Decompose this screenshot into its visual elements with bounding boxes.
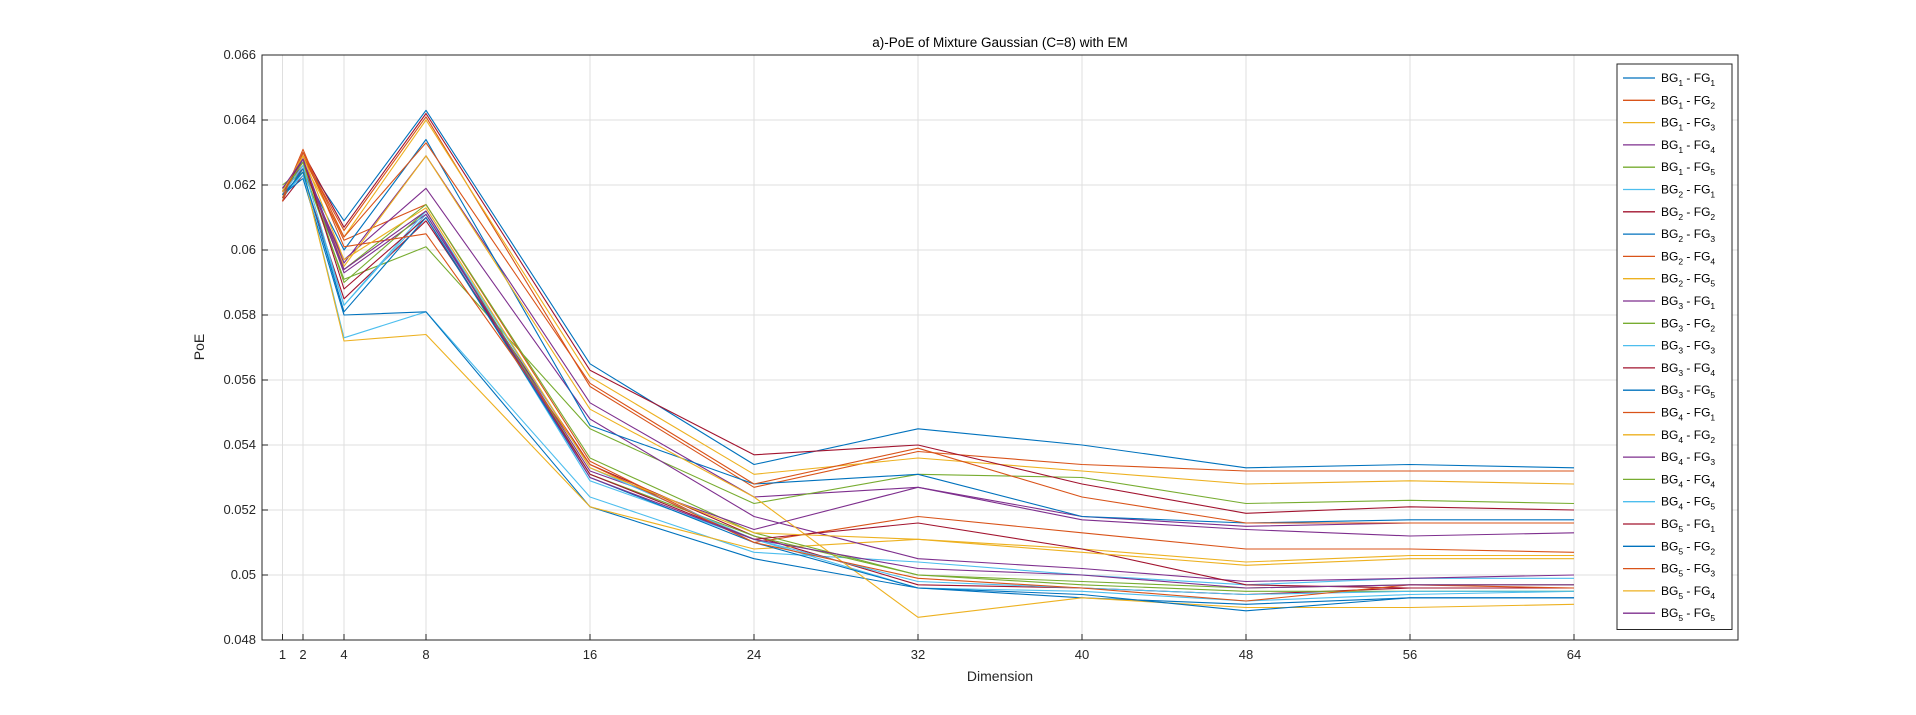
y-tick-label: 0.06: [231, 242, 256, 257]
legend-item: BG2 - FG3: [1623, 227, 1715, 244]
plot-area: [262, 55, 1738, 640]
legend-label: BG3 - FG2: [1661, 316, 1715, 333]
series-lines: [281, 109, 1575, 618]
x-tick-label: 40: [1075, 647, 1089, 662]
legend-label: BG1 - FG3: [1661, 116, 1715, 133]
legend-label: BG2 - FG2: [1661, 205, 1715, 222]
legend-label: BG2 - FG3: [1661, 227, 1715, 244]
legend-label: BG3 - FG4: [1661, 361, 1715, 378]
legend-label: BG3 - FG3: [1661, 339, 1715, 356]
series-line: [282, 161, 1574, 592]
legend-item: BG1 - FG3: [1623, 116, 1715, 133]
legend-item: BG4 - FG2: [1623, 428, 1715, 445]
series-line: [282, 116, 1574, 488]
legend: BG1 - FG1 BG1 - FG2 BG1 - FG3 BG1 - FG4 BG1 …: [1616, 63, 1733, 630]
legend-label: BG3 - FG5: [1661, 383, 1715, 400]
legend-label: BG4 - FG1: [1661, 406, 1715, 423]
legend-item: BG5 - FG4: [1623, 584, 1715, 601]
legend-label: BG2 - FG5: [1661, 272, 1715, 289]
grid: [262, 54, 1738, 641]
legend-item: BG3 - FG5: [1623, 383, 1715, 400]
series-line: [282, 161, 1575, 537]
y-tick-label: 0.058: [223, 307, 256, 322]
y-axis-label: PoE: [191, 334, 207, 360]
axis-ticks: 1 2 4 8 16 24 32 40 48 56 640.0480.050.0520.0540.0…: [223, 47, 1581, 662]
legend-label: BG4 - FG5: [1661, 495, 1715, 512]
legend-item: BG4 - FG3: [1623, 450, 1715, 467]
legend-label: BG5 - FG5: [1661, 606, 1715, 623]
legend-item: BG1 - FG5: [1623, 160, 1715, 177]
y-tick-label: 0.048: [223, 632, 256, 647]
y-tick-label: 0.066: [223, 47, 256, 62]
legend-label: BG4 - FG3: [1661, 450, 1715, 467]
legend-item: BG2 - FG1: [1623, 183, 1715, 200]
legend-item: BG3 - FG4: [1623, 361, 1715, 378]
legend-label: BG3 - FG1: [1661, 294, 1715, 311]
legend-item: BG1 - FG4: [1623, 138, 1715, 155]
legend-item: BG4 - FG4: [1623, 472, 1715, 489]
series-line: [282, 171, 1574, 563]
legend-item: BG4 - FG1: [1623, 406, 1715, 423]
legend-item: BG2 - FG4: [1623, 249, 1715, 266]
legend-item: BG5 - FG2: [1623, 539, 1715, 556]
x-tick-label: 64: [1567, 647, 1581, 662]
x-tick-label: 24: [747, 647, 761, 662]
x-axis-label: Dimension: [967, 668, 1033, 684]
legend-label: BG5 - FG4: [1661, 584, 1715, 601]
legend-item: BG3 - FG3: [1623, 339, 1715, 356]
legend-item: BG2 - FG5: [1623, 272, 1715, 289]
series-line: [281, 142, 1574, 524]
legend-label: BG5 - FG2: [1661, 539, 1715, 556]
legend-item: BG2 - FG2: [1623, 205, 1715, 222]
x-tick-label: 8: [422, 647, 429, 662]
legend-item: BG1 - FG1: [1623, 71, 1715, 88]
x-tick-label: 16: [583, 647, 597, 662]
legend-item: BG3 - FG1: [1623, 294, 1715, 311]
legend-box: [1616, 63, 1733, 630]
series-line: [281, 112, 1575, 514]
chart-title: a)-PoE of Mixture Gaussian (C=8) with EM: [872, 35, 1127, 50]
y-tick-label: 0.05: [231, 567, 256, 582]
legend-label: BG4 - FG4: [1661, 472, 1715, 489]
x-tick-label: 56: [1403, 647, 1417, 662]
legend-label: BG2 - FG4: [1661, 249, 1715, 266]
legend-item: BG4 - FG5: [1623, 495, 1715, 512]
x-tick-label: 4: [340, 647, 347, 662]
legend-label: BG5 - FG3: [1661, 562, 1715, 579]
y-tick-label: 0.054: [223, 437, 256, 452]
legend-item: BG3 - FG2: [1623, 316, 1715, 333]
x-tick-label: 48: [1239, 647, 1253, 662]
series-line: [282, 168, 1575, 583]
y-tick-label: 0.062: [223, 177, 256, 192]
series-line: [282, 109, 1575, 469]
y-tick-label: 0.056: [223, 372, 256, 387]
x-tick-label: 2: [299, 647, 306, 662]
x-tick-label: 32: [911, 647, 925, 662]
x-tick-label: 1: [279, 647, 286, 662]
series-line: [282, 155, 1574, 566]
legend-item: BG5 - FG5: [1623, 606, 1715, 623]
legend-label: BG1 - FG4: [1661, 138, 1715, 155]
series-line: [282, 177, 1574, 605]
series-line: [281, 148, 1575, 602]
legend-item: BG5 - FG3: [1623, 562, 1715, 579]
legend-item: BG1 - FG2: [1623, 93, 1715, 110]
series-line: [282, 158, 1574, 589]
legend-label: BG4 - FG2: [1661, 428, 1715, 445]
plot-frame: [261, 54, 1739, 641]
legend-label: BG1 - FG1: [1661, 71, 1715, 88]
legend-item: BG5 - FG1: [1623, 517, 1715, 534]
y-tick-label: 0.052: [223, 502, 256, 517]
legend-label: BG2 - FG1: [1661, 183, 1715, 200]
legend-label: BG1 - FG2: [1661, 93, 1715, 110]
legend-label: BG1 - FG5: [1661, 160, 1715, 177]
legend-label: BG5 - FG1: [1661, 517, 1715, 534]
y-tick-label: 0.064: [223, 112, 256, 127]
